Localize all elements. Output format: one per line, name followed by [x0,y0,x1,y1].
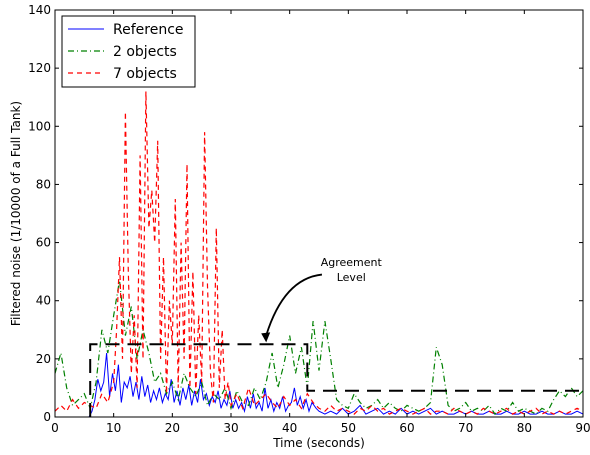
y-tick-label: 60 [36,236,51,250]
y-tick-label: 100 [28,119,51,133]
y-tick-label: 120 [28,61,51,75]
x-tick-label: 40 [282,421,297,435]
x-axis-label: Time (seconds) [272,436,365,450]
x-tick-label: 20 [165,421,180,435]
x-tick-label: 90 [575,421,590,435]
series-layer [55,91,583,417]
annotation-text-line-2: Level [337,271,366,284]
series-line-7-objects [55,91,583,415]
ticks-layer: 0 10 20 30 40 50 60 70 80 90 0 20 40 60 80 100 120 140 [28,3,590,435]
series-line-agreement-level [89,343,583,417]
y-axis-label: Filtered noise (1/10000 of a Full Tank) [9,101,23,326]
y-tick-label: 40 [36,294,51,308]
legend-entry-2-objects: 2 objects [113,44,177,60]
legend: Reference 2 objects 7 objects [61,15,196,88]
series-line-reference [55,352,583,417]
legend-entry-reference: Reference [113,22,184,38]
annotation-text-line-1: Agreement [321,256,383,269]
annotation-arrow [265,273,323,336]
x-tick-label: 10 [106,421,121,435]
series-line-2-objects [55,280,583,416]
y-tick-label: 140 [28,3,51,17]
y-tick-label: 0 [43,410,51,424]
y-tick-label: 20 [36,352,51,366]
annotation-arrowhead [261,332,271,343]
x-tick-label: 0 [51,421,59,435]
annotation: Agreement Level [261,256,382,343]
plot-frame [54,9,584,418]
x-tick-label: 30 [223,421,238,435]
x-tick-label: 50 [341,421,356,435]
x-tick-label: 70 [458,421,473,435]
y-tick-label: 80 [36,177,51,191]
x-tick-label: 60 [399,421,414,435]
legend-entry-7-objects: 7 objects [113,66,177,82]
x-tick-label: 80 [517,421,532,435]
